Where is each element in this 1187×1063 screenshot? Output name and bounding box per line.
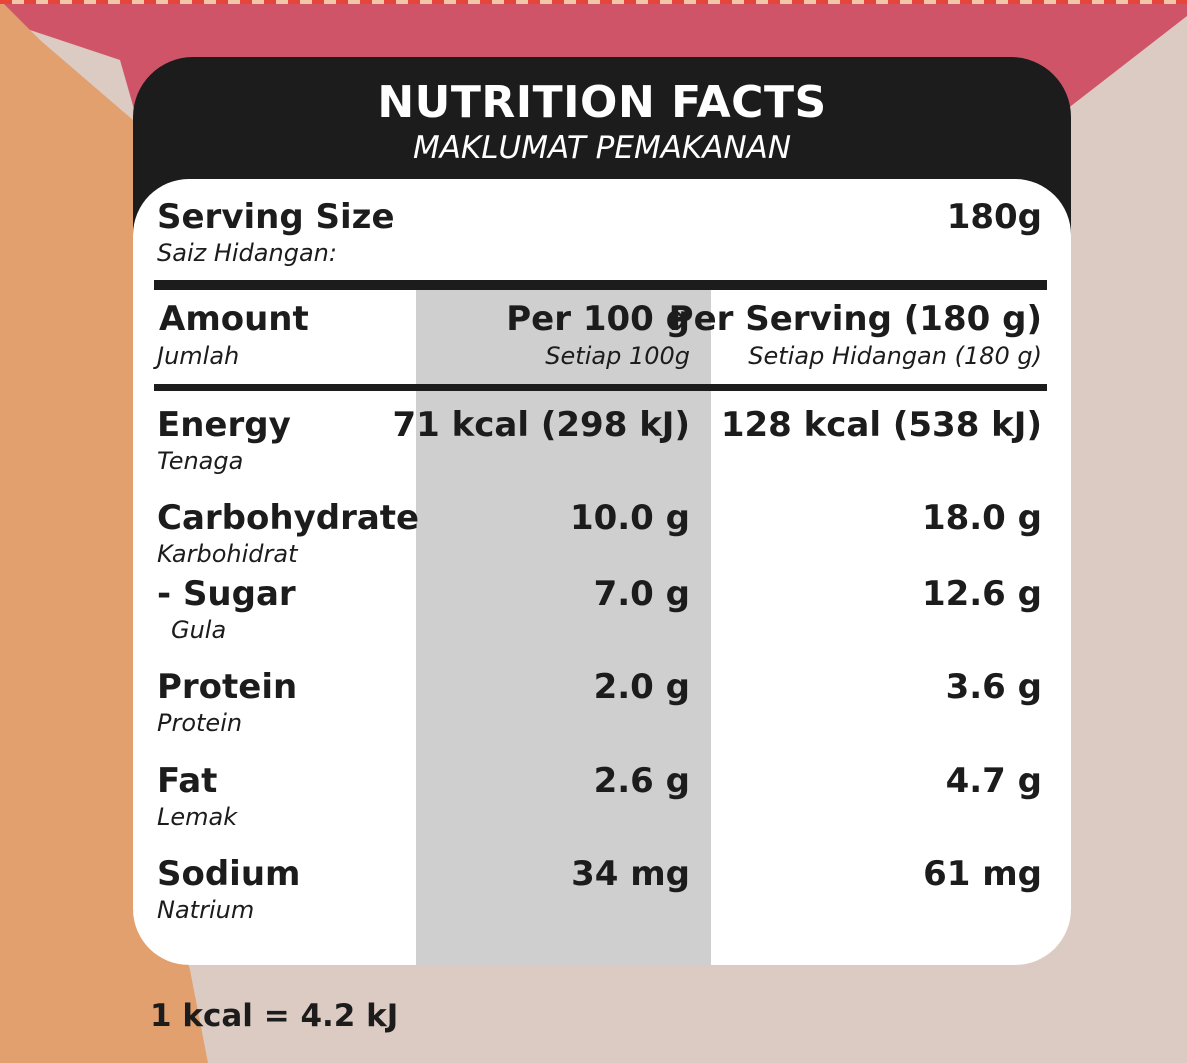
nutrient-name-local: Natrium <box>157 896 255 924</box>
amount-header: Amount <box>159 299 309 339</box>
amount-header-local: Jumlah <box>157 342 240 370</box>
divider-top <box>154 280 1047 290</box>
nutrient-name-local: Karbohidrat <box>157 540 298 568</box>
nutrient-per-serving: 61 mg <box>923 854 1042 894</box>
nutrient-name: - Sugar <box>157 574 296 614</box>
nutrient-name: Carbohydrate <box>157 498 420 538</box>
nutrition-table: Serving Size Saiz Hidangan: 180g Amount … <box>133 179 1071 965</box>
nutrient-name: Sodium <box>157 854 301 894</box>
serving-size-label: Serving Size <box>157 197 395 237</box>
nutrient-per100: 71 kcal (298 kJ) <box>392 405 691 445</box>
nutrient-name: Protein <box>157 667 298 707</box>
nutrient-per100: 2.0 g <box>593 667 690 707</box>
nutrient-per100: 34 mg <box>571 854 690 894</box>
panel-title: NUTRITION FACTS <box>377 77 827 128</box>
nutrient-name-local: Protein <box>157 709 243 737</box>
nutrient-name: Energy <box>157 405 291 445</box>
per100-column-shading <box>416 289 711 965</box>
conversion-note: 1 kcal = 4.2 kJ <box>150 998 399 1034</box>
perserving-header-local: Setiap Hidangan (180 g) <box>748 342 1042 370</box>
panel-header: NUTRITION FACTS MAKLUMAT PEMAKANAN <box>133 57 1071 179</box>
top-dashed-border <box>0 0 1187 4</box>
nutrient-per-serving: 4.7 g <box>945 761 1042 801</box>
perserving-header: Per Serving (180 g) <box>668 299 1042 339</box>
nutrient-per-serving: 12.6 g <box>921 574 1042 614</box>
nutrient-per100: 10.0 g <box>569 498 690 538</box>
nutrient-per100: 7.0 g <box>593 574 690 614</box>
nutrient-per-serving: 128 kcal (538 kJ) <box>720 405 1042 445</box>
divider-header <box>154 384 1047 391</box>
nutrient-per-serving: 18.0 g <box>921 498 1042 538</box>
per100-header-local: Setiap 100g <box>545 342 690 370</box>
nutrient-per-serving: 3.6 g <box>945 667 1042 707</box>
nutrient-name-local: Lemak <box>157 803 238 831</box>
per100-header: Per 100 g <box>506 299 690 339</box>
nutrient-name-local: Tenaga <box>157 447 244 475</box>
nutrient-per100: 2.6 g <box>593 761 690 801</box>
serving-size-value: 180g <box>946 197 1042 237</box>
panel-subtitle: MAKLUMAT PEMAKANAN <box>412 130 792 166</box>
nutrient-name: Fat <box>157 761 218 801</box>
nutrient-name-local: Gula <box>171 616 227 644</box>
serving-size-label-local: Saiz Hidangan: <box>157 239 337 267</box>
